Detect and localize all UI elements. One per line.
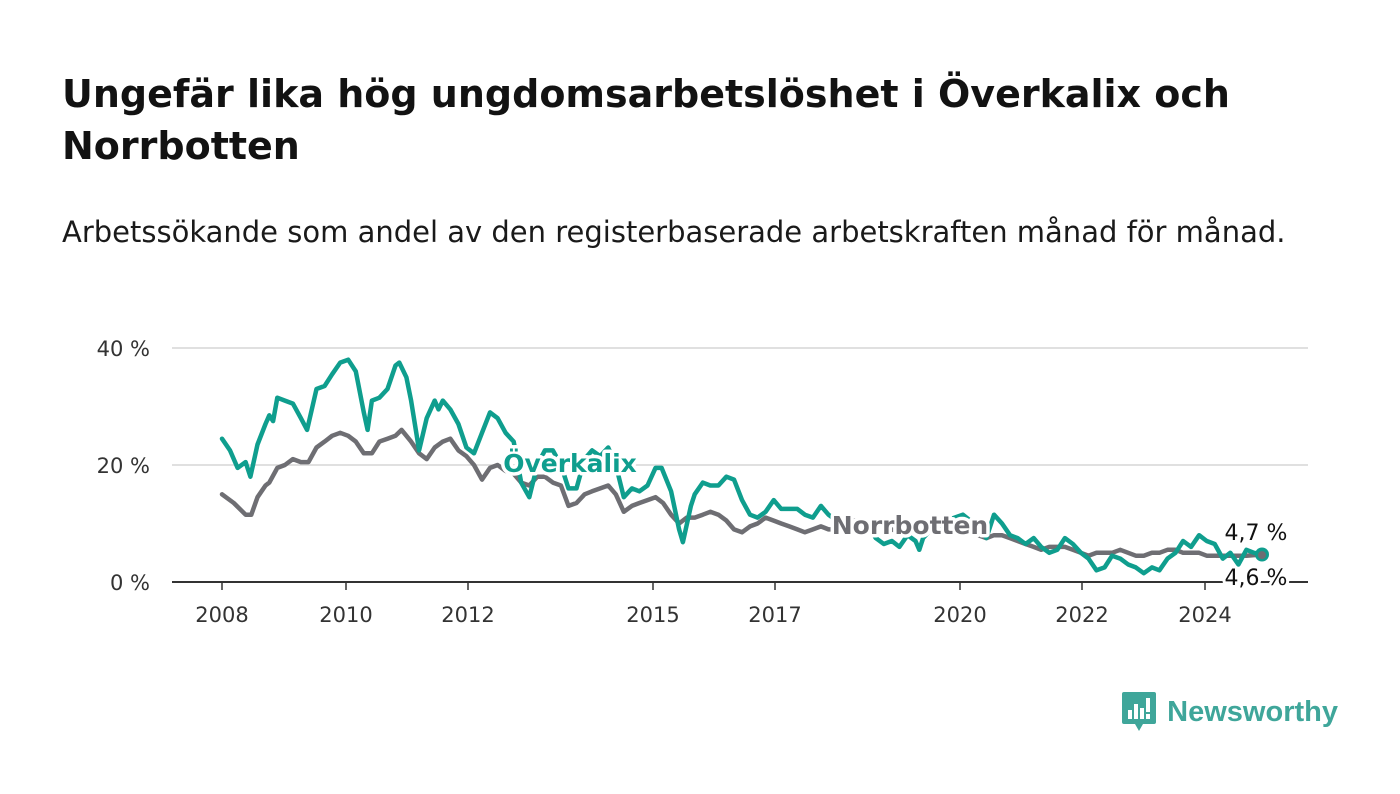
end-point-norrbotten (1258, 551, 1266, 560)
y-axis-ticks: 0 % 20 % 40 % (97, 337, 150, 595)
x-tick-label: 2008 (195, 603, 248, 627)
grid-lines (172, 347, 1308, 583)
x-tick-label: 2024 (1178, 603, 1231, 627)
x-tick-label: 2010 (319, 603, 372, 627)
end-value-label-norrbotten: 4,6 % (1225, 566, 1288, 591)
series-line-overkalix (219, 357, 1265, 576)
series-label-norrbotten: Norrbotten (832, 511, 988, 540)
chart-subtitle: Arbetssökande som andel av den registerb… (62, 215, 1286, 249)
x-tick-label: 2022 (1055, 603, 1108, 627)
x-axis-ticks: 2008 2010 2012 2015 2017 2020 2022 2024 (195, 582, 1232, 627)
series-labels: Överkalix Norrbotten 4,7 % 4,6 % (500, 445, 1291, 595)
chart-title: Ungefär lika hög ungdomsarbetslöshet i Ö… (62, 72, 1230, 168)
newsworthy-logo-icon (1122, 692, 1157, 731)
x-tick-label: 2017 (748, 603, 801, 627)
series-label-overkalix: Överkalix (503, 448, 637, 478)
y-tick-label: 0 % (110, 571, 150, 595)
newsworthy-logo: Newsworthy (1121, 690, 1338, 734)
brand-name: Newsworthy (1167, 695, 1338, 728)
y-tick-label: 20 % (97, 454, 150, 478)
y-tick-label: 40 % (97, 337, 150, 361)
end-value-label-overkalix: 4,7 % (1225, 521, 1288, 546)
x-tick-label: 2012 (441, 603, 494, 627)
series-lines (219, 357, 1269, 576)
series-line-norrbotten (219, 427, 1265, 558)
x-tick-label: 2015 (626, 603, 679, 627)
x-tick-label: 2020 (933, 603, 986, 627)
